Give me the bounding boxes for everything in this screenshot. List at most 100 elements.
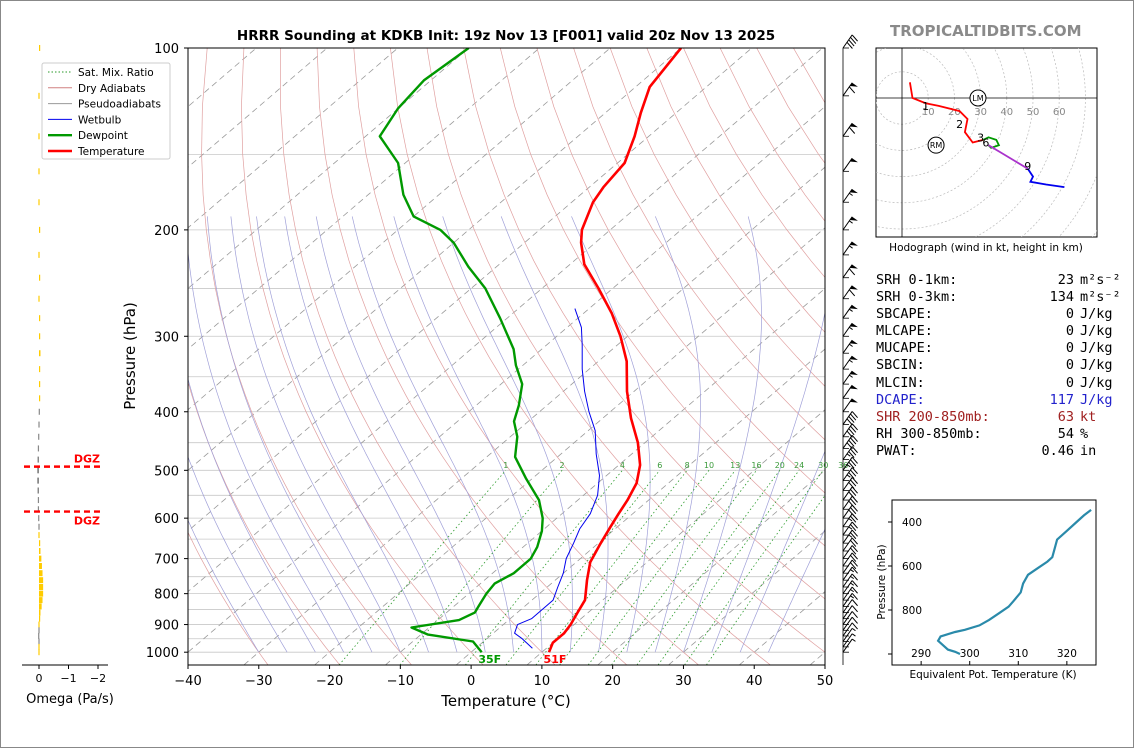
omega-bar: [37, 477, 39, 484]
pseudoadiabat: [230, 216, 401, 653]
omega-bar: [38, 649, 40, 656]
wind-barb-full: [850, 469, 857, 477]
wind-barb-shaft: [842, 446, 853, 460]
wind-barb-shaft: [842, 435, 853, 449]
hodograph-height-label: 1: [922, 100, 929, 113]
theta-x-tick-label: 290: [911, 648, 931, 660]
wind-barb-full: [851, 486, 858, 494]
stat-unit: J/kg: [1080, 323, 1113, 340]
pseudoadiabat: [284, 216, 458, 653]
dry-adiabat: [188, 380, 341, 665]
skewt-title: HRRR Sounding at KDKB Init: 19z Nov 13 […: [237, 28, 775, 44]
omega-bar: [39, 590, 44, 597]
dry-adiabat: [390, 48, 771, 665]
theta-x-label: Equivalent Pot. Temperature (K): [909, 669, 1076, 681]
omega-bar: [39, 615, 41, 622]
wind-barb-shaft: [842, 188, 853, 203]
wind-barb-full: [850, 459, 857, 467]
hodograph-ring-label: 60: [1053, 107, 1066, 118]
stat-row: MLCAPE: 0 J/kg: [876, 323, 1121, 340]
mixing-ratio-label: 16: [751, 461, 761, 470]
omega-bar: [38, 433, 40, 440]
pseudoadiabat: [683, 216, 762, 653]
mixing-ratio-line: [535, 470, 688, 665]
theta-x-tick-label: 320: [1057, 648, 1077, 660]
storm-motion-marker: [927, 136, 945, 154]
omega-bar: [39, 315, 41, 322]
pseudoadiabat: [188, 248, 345, 653]
skewt-y-label: Pressure (hPa): [121, 302, 139, 410]
x-tick-label: −10: [387, 674, 414, 689]
wind-barb-full: [851, 34, 858, 42]
dry-adiabat: [646, 48, 825, 333]
wind-barb-full: [851, 616, 858, 624]
stat-value: 0: [1065, 374, 1074, 391]
wind-barb-shaft: [842, 456, 853, 471]
theta-y-tick-label: 800: [902, 605, 922, 617]
omega-bar: [39, 45, 41, 51]
wind-barb-full: [850, 448, 857, 456]
mixing-ratio-line: [505, 470, 661, 665]
wind-barb-full: [851, 605, 858, 613]
isotherm-line: [188, 48, 611, 411]
stat-row: SBCIN: 0 J/kg: [876, 357, 1121, 374]
pseudoadiabat: [500, 216, 609, 653]
y-tick-label: 700: [154, 553, 179, 568]
stat-label: MUCAPE:: [876, 340, 933, 357]
theta-x-tick-label: 310: [1008, 648, 1028, 660]
wind-barb-full: [848, 439, 855, 447]
legend-entry: Dry Adiabats: [78, 83, 146, 95]
wind-barb-full: [848, 289, 856, 297]
stat-label: PWAT:: [876, 442, 917, 459]
omega-bar: [38, 295, 40, 302]
theta-e-profile: [936, 509, 1092, 656]
pseudoadiabat: [315, 216, 486, 653]
stat-row: PWAT: 0.46 in: [876, 443, 1121, 460]
y-tick-label: 1000: [146, 646, 179, 661]
wind-barb-flag: [849, 385, 858, 390]
hodograph-ring-label: 10: [922, 107, 935, 118]
pseudoadiabat: [206, 216, 373, 653]
stat-value: 63: [1057, 408, 1074, 425]
stat-value: 0: [1065, 306, 1074, 323]
omega-bar: [38, 627, 40, 634]
stat-label: SBCAPE:: [876, 306, 933, 323]
hodograph-height-label: 6: [982, 137, 989, 150]
theta-y-label: Pressure (hPa): [876, 544, 888, 619]
dgz-label: DGZ: [74, 515, 100, 528]
wind-barb-shaft: [842, 423, 853, 438]
y-tick-label: 200: [154, 224, 179, 239]
wind-barb-half: [849, 359, 853, 363]
wind-barb-flag: [849, 82, 858, 87]
wind-barb-half: [849, 374, 853, 378]
x-tick-label: −20: [316, 674, 343, 689]
wind-barb-half: [850, 582, 855, 586]
wind-barb-full: [848, 86, 856, 94]
stat-row: DCAPE: 117 J/kg: [876, 392, 1121, 409]
series-temperature: [547, 48, 683, 653]
wind-barb-full: [851, 573, 858, 581]
pseudoadiabat: [188, 519, 260, 653]
hodograph-plot: 10 20 30 40 50 60 LM RM 1 2 36 9: [876, 48, 1097, 237]
isotherm-line: [455, 348, 825, 665]
wind-barb-half: [846, 474, 851, 478]
wind-barb-flag: [849, 285, 858, 290]
wind-barb-full: [850, 489, 857, 496]
stat-label: SBCIN:: [876, 357, 925, 374]
dry-adiabat: [1123, 48, 1134, 665]
series-wetbulb: [514, 308, 600, 649]
wind-barb-full: [848, 428, 855, 436]
wind-barb-full: [848, 461, 855, 469]
wind-barb-full: [850, 37, 857, 44]
isotherm-line: [188, 106, 825, 653]
omega-bar: [38, 168, 40, 175]
mixing-ratio-label: 4: [620, 461, 625, 470]
wind-barb-full: [851, 423, 858, 431]
pseudoadiabat: [654, 216, 701, 653]
isotherm-line: [314, 227, 825, 665]
omega-bar: [38, 638, 40, 645]
wind-barb-shaft: [842, 504, 853, 519]
pseudoadiabat: [571, 216, 651, 653]
dry-adiabat: [426, 48, 825, 653]
